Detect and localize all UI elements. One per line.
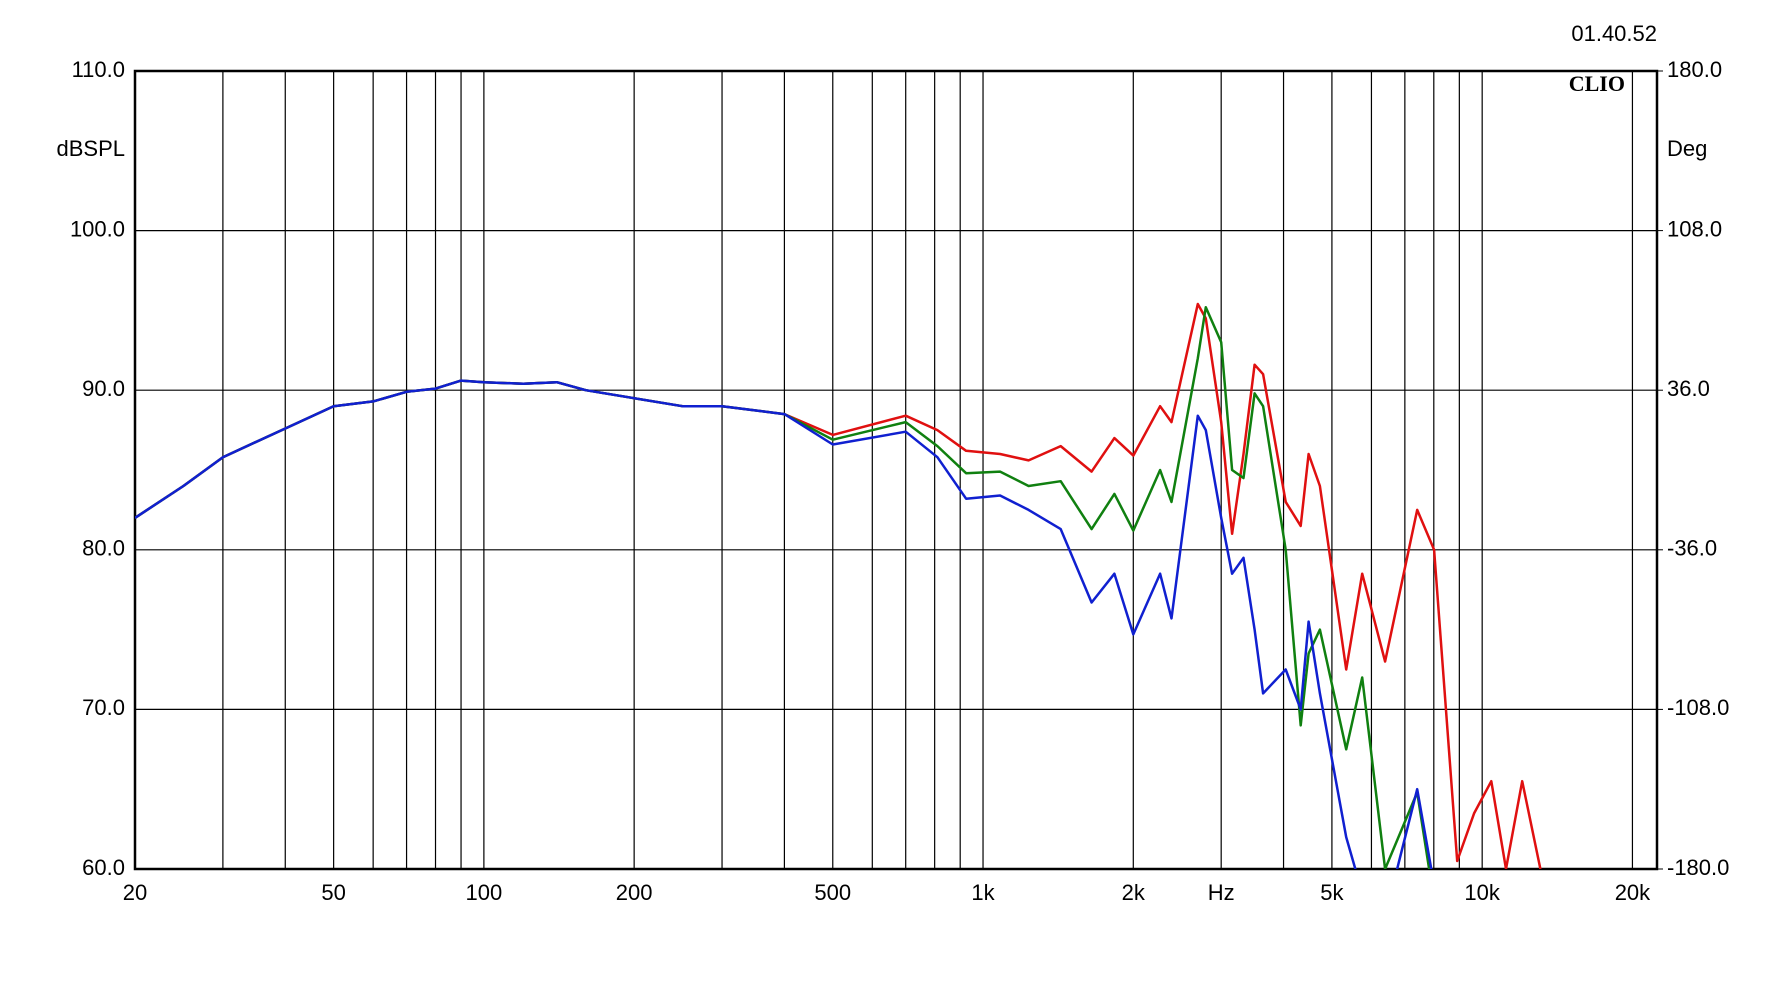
- y-tick-label: 80.0: [82, 536, 125, 561]
- y2-tick-label: 36.0: [1667, 376, 1710, 401]
- x-tick-label: Hz: [1208, 880, 1235, 905]
- timestamp: 01.40.52: [1571, 21, 1657, 46]
- y2-tick-label: 180.0: [1667, 57, 1722, 82]
- y-tick-label: 100.0: [70, 216, 125, 241]
- y-tick-label: 90.0: [82, 376, 125, 401]
- y-tick-label: 110.0: [72, 57, 125, 82]
- series-line: [135, 379, 1433, 869]
- y2-tick-label: 108.0: [1667, 216, 1722, 241]
- plot-frame: [133, 69, 1659, 871]
- y2-tick-label: -180.0: [1667, 855, 1729, 880]
- x-tick-label: 500: [814, 880, 851, 905]
- y-tick-label: 60.0: [82, 855, 125, 880]
- x-tick-label: 100: [466, 880, 503, 905]
- y2-axis-label: Deg: [1667, 136, 1707, 161]
- x-tick-label: 20: [123, 880, 147, 905]
- x-tick-label: 20k: [1615, 880, 1651, 905]
- y-axis-label: dBSPL: [57, 136, 126, 161]
- x-tick-label: 2k: [1122, 880, 1146, 905]
- x-tick-label: 10k: [1464, 880, 1500, 905]
- x-tick-label: 1k: [971, 880, 995, 905]
- x-tick-label: 50: [321, 880, 345, 905]
- y-tick-label: 70.0: [82, 695, 125, 720]
- plot-lines: [135, 302, 1542, 869]
- logo: CLIO: [1569, 71, 1625, 96]
- y2-tick-label: -36.0: [1667, 536, 1717, 561]
- x-tick-label: 5k: [1320, 880, 1344, 905]
- y2-tick-label: -108.0: [1667, 695, 1729, 720]
- x-tick-label: 200: [616, 880, 653, 905]
